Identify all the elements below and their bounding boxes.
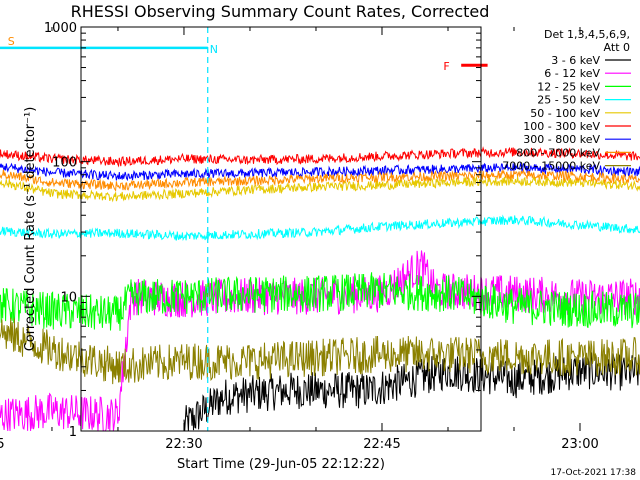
legend-label-6-12-kev: 6 - 12 keV bbox=[544, 67, 600, 80]
annotation-f: F bbox=[443, 60, 449, 73]
y-tick-label: 100 bbox=[52, 156, 77, 171]
annotation-n: N bbox=[210, 43, 218, 56]
legend-label-300-800-kev: 300 - 800 keV bbox=[523, 133, 600, 146]
x-tick-label: 22:30 bbox=[165, 437, 202, 452]
legend-label-800-7000-kev: 800 - 7000 keV bbox=[516, 146, 600, 159]
y-tick-label: 10 bbox=[60, 290, 77, 305]
y-axis-label: Corrected Count Rate (s⁻¹ detector⁻¹) bbox=[23, 107, 38, 352]
axes-layer: 22:1522:3022:4523:0023:1523:3023:4511010… bbox=[0, 21, 599, 452]
y-tick-label: 1 bbox=[69, 425, 77, 440]
chart-title: RHESSI Observing Summary Count Rates, Co… bbox=[71, 2, 490, 21]
y-tick-label: 1000 bbox=[44, 21, 77, 36]
series-line-3-6-kev bbox=[183, 352, 640, 432]
markers-layer: S N F bbox=[0, 27, 488, 431]
legend-header-line2: Att 0 bbox=[604, 41, 630, 54]
series-line-7000-15000-kev bbox=[0, 317, 640, 385]
legend-label-7000-15000-kev: 7000 - 15000 keV bbox=[502, 160, 600, 173]
series-line-25-50-kev bbox=[0, 214, 640, 242]
legend-label-3-6-kev: 3 - 6 keV bbox=[551, 54, 600, 67]
legend-label-25-50-kev: 25 - 50 keV bbox=[537, 94, 600, 107]
legend-label-50-100-kev: 50 - 100 keV bbox=[530, 107, 600, 120]
series-line-800-7000-kev bbox=[0, 168, 640, 193]
series-line-50-100-kev bbox=[0, 175, 640, 203]
x-axis-label: Start Time (29-Jun-05 22:12:22) bbox=[177, 457, 385, 472]
annotation-s: S bbox=[8, 35, 15, 48]
plot-frame bbox=[80, 26, 482, 432]
footer-timestamp: 17-Oct-2021 17:38 bbox=[551, 468, 637, 478]
series-line-300-800-kev bbox=[0, 161, 640, 182]
series-line-12-25-kev bbox=[0, 272, 640, 331]
data-layer bbox=[0, 146, 640, 432]
series-line-100-300-kev bbox=[0, 146, 640, 168]
x-tick-label: 23:00 bbox=[561, 437, 598, 452]
legend-label-12-25-kev: 12 - 25 keV bbox=[537, 80, 600, 93]
legend-header-line1: Det 1,3,4,5,6,9, bbox=[544, 28, 630, 41]
legend-label-100-300-kev: 100 - 300 keV bbox=[523, 120, 600, 133]
x-tick-label: 22:45 bbox=[363, 437, 400, 452]
x-tick-label: 22:15 bbox=[0, 437, 5, 452]
